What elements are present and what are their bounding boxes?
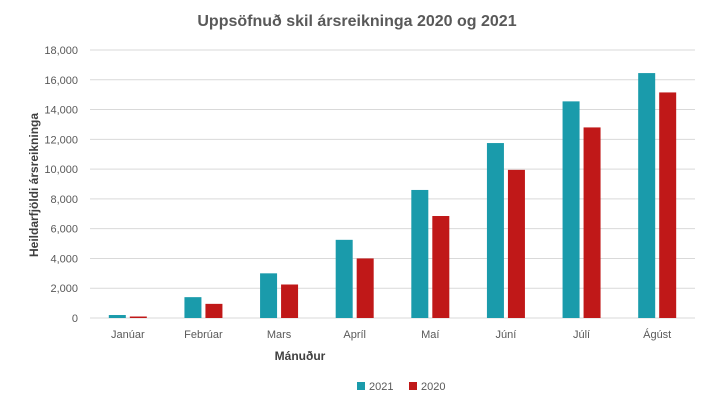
y-tick-label: 10,000 [44, 164, 78, 176]
legend-item-2021: 2021 [357, 381, 393, 393]
x-tick-label: Júlí [573, 329, 590, 341]
x-axis-label: Mánuður [275, 349, 326, 363]
bar-2020-6 [583, 127, 601, 318]
x-tick-label: Apríl [343, 329, 366, 341]
y-tick-label: 12,000 [44, 134, 78, 146]
x-tick-label: Maí [421, 329, 439, 341]
y-tick-label: 8,000 [50, 194, 78, 206]
y-tick-label: 2,000 [50, 283, 78, 295]
bar-2021-5 [486, 143, 504, 318]
y-tick-label: 14,000 [44, 105, 78, 117]
legend-swatch [409, 382, 417, 390]
bar-2021-1 [184, 297, 202, 318]
y-axis-label: Heildarfjöldi ársreikninga [27, 113, 41, 257]
bar-2020-2 [281, 284, 299, 318]
bars [108, 73, 677, 318]
bar-2020-3 [356, 258, 374, 318]
y-tick-label: 4,000 [50, 253, 78, 265]
legend-label: 2020 [421, 381, 445, 393]
x-tick-label: Mars [267, 329, 292, 341]
y-tick-label: 16,000 [44, 75, 78, 87]
y-tick-label: 6,000 [50, 224, 78, 236]
bar-2021-6 [562, 101, 580, 318]
y-tick-label: 18,000 [44, 45, 78, 57]
bar-2020-7 [659, 92, 677, 318]
chart-title: Uppsöfnuð skil ársreikninga 2020 og 2021 [197, 13, 516, 30]
gridlines [90, 49, 695, 319]
bar-2020-1 [205, 303, 223, 318]
legend-label: 2021 [369, 381, 393, 393]
x-tick-label: Febrúar [184, 329, 223, 341]
legend-swatch [357, 382, 365, 390]
bar-2020-0 [129, 316, 147, 318]
bar-2020-5 [507, 169, 525, 318]
x-axis-ticks: Janúar Febrúar Mars Apríl Maí Júní Júlí Ágúst [111, 328, 671, 341]
bar-2021-2 [260, 273, 278, 318]
x-tick-label: Júní [496, 329, 517, 341]
bar-2021-7 [638, 73, 656, 318]
legend-item-2020: 2020 [409, 381, 445, 393]
bar-2020-4 [432, 216, 450, 318]
legend: 2021 2020 [357, 381, 445, 393]
bar-2021-3 [335, 239, 353, 318]
bar-2021-4 [411, 189, 429, 318]
y-axis-ticks: 0 2,000 4,000 6,000 8,000 10,000 12,000 14,000 1… [44, 45, 78, 325]
x-tick-label: Ágúst [643, 328, 671, 341]
bar-2021-0 [108, 315, 126, 318]
x-tick-label: Janúar [111, 329, 145, 341]
y-tick-label: 0 [72, 313, 78, 325]
